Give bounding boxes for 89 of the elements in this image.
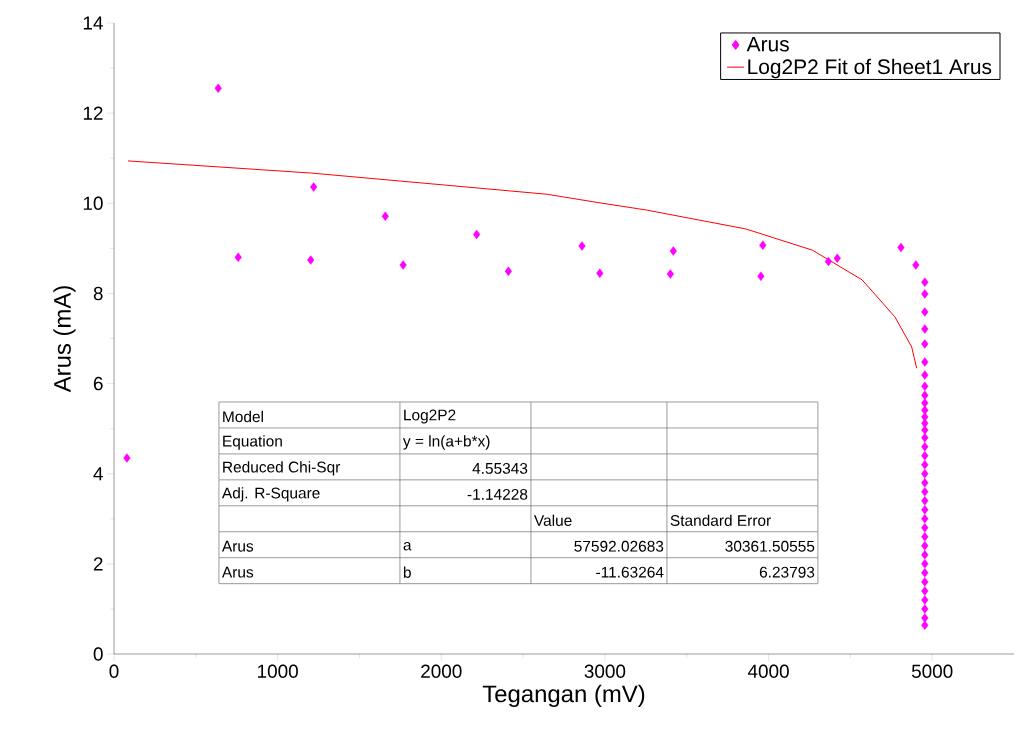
point xyxy=(921,620,929,630)
x-tick-label: 2000 xyxy=(421,664,462,678)
point xyxy=(921,339,929,349)
point xyxy=(307,255,315,265)
point xyxy=(596,268,604,278)
annotation: -11.63264 xyxy=(596,566,664,578)
y-tick-label: 6 xyxy=(93,376,103,391)
x-tick-label: 3000 xyxy=(584,664,626,678)
annotation: y = ln(a+b*x) xyxy=(402,435,490,450)
point xyxy=(921,441,929,452)
y-axis-title: Arus (mA) xyxy=(53,286,76,393)
legend-label: Log2P2 Fit of Sheet1 Arus xyxy=(748,58,992,79)
annotation: Equation xyxy=(223,435,282,450)
point xyxy=(473,229,481,240)
point xyxy=(921,487,929,497)
x-axis-title: Tegangan (mV) xyxy=(482,684,645,708)
annotation: 57592.02683 xyxy=(574,540,664,552)
annotation: Adj. R-Square xyxy=(221,487,320,502)
point xyxy=(921,613,929,623)
point xyxy=(921,324,929,334)
point xyxy=(921,307,929,317)
y-tick-label: 14 xyxy=(83,16,103,30)
point xyxy=(912,260,920,270)
point xyxy=(921,277,929,287)
point xyxy=(921,478,929,488)
annotation: -1.14228 xyxy=(467,488,528,500)
annotation: Arus xyxy=(221,540,254,552)
annotation: b xyxy=(403,566,411,578)
point xyxy=(921,357,929,367)
y-tick-label: 10 xyxy=(83,196,103,210)
annotation: 4.55343 xyxy=(472,462,528,474)
point xyxy=(921,559,929,569)
point xyxy=(921,496,929,506)
point xyxy=(921,541,929,551)
point xyxy=(921,577,929,587)
point xyxy=(381,211,389,222)
point xyxy=(921,425,929,435)
point xyxy=(669,246,677,256)
point xyxy=(921,450,929,461)
legend-label: Arus xyxy=(746,36,789,52)
y-tick-label: 8 xyxy=(93,286,103,301)
y-tick-label: 0 xyxy=(93,647,103,661)
point xyxy=(921,460,929,470)
point xyxy=(921,390,929,400)
point xyxy=(310,182,318,192)
y-tick-label: 2 xyxy=(93,557,103,571)
point xyxy=(921,550,929,560)
point xyxy=(921,469,929,479)
point xyxy=(921,432,929,443)
x-tick-label: 0 xyxy=(109,664,119,678)
point xyxy=(833,253,841,263)
annotation: Value xyxy=(533,514,572,526)
annotation: Reduced Chi-Sqr xyxy=(223,461,341,476)
point xyxy=(921,586,929,596)
point xyxy=(824,256,833,267)
x-tick-label: 1000 xyxy=(258,664,298,678)
point xyxy=(759,240,767,250)
point xyxy=(123,453,131,463)
line-series xyxy=(127,160,918,369)
point xyxy=(234,252,242,263)
point xyxy=(921,595,929,605)
point xyxy=(921,398,929,408)
point xyxy=(921,370,929,380)
point xyxy=(921,289,929,299)
annotation: a xyxy=(403,542,412,551)
point xyxy=(666,269,674,279)
point xyxy=(921,514,929,524)
point xyxy=(921,568,929,578)
point xyxy=(921,523,929,533)
x-tick-label: 4000 xyxy=(747,664,789,678)
annotation: Model xyxy=(223,410,263,423)
x-tick-label: 5000 xyxy=(911,664,953,678)
point xyxy=(897,242,905,253)
point xyxy=(921,381,929,391)
y-tick-label: 12 xyxy=(83,106,103,120)
point xyxy=(578,241,586,251)
annotation: 30361.50555 xyxy=(725,540,815,552)
annotation: 6.23793 xyxy=(759,566,815,578)
point xyxy=(504,266,512,277)
point xyxy=(214,83,222,94)
point xyxy=(921,532,929,542)
annotation: Arus xyxy=(221,566,254,578)
annotation: Standard Error xyxy=(670,514,771,526)
point xyxy=(399,260,407,270)
point xyxy=(921,505,929,515)
point xyxy=(757,271,765,281)
point xyxy=(921,604,929,614)
annotation: Log2P2 xyxy=(404,409,456,424)
y-tick-label: 4 xyxy=(93,467,103,481)
